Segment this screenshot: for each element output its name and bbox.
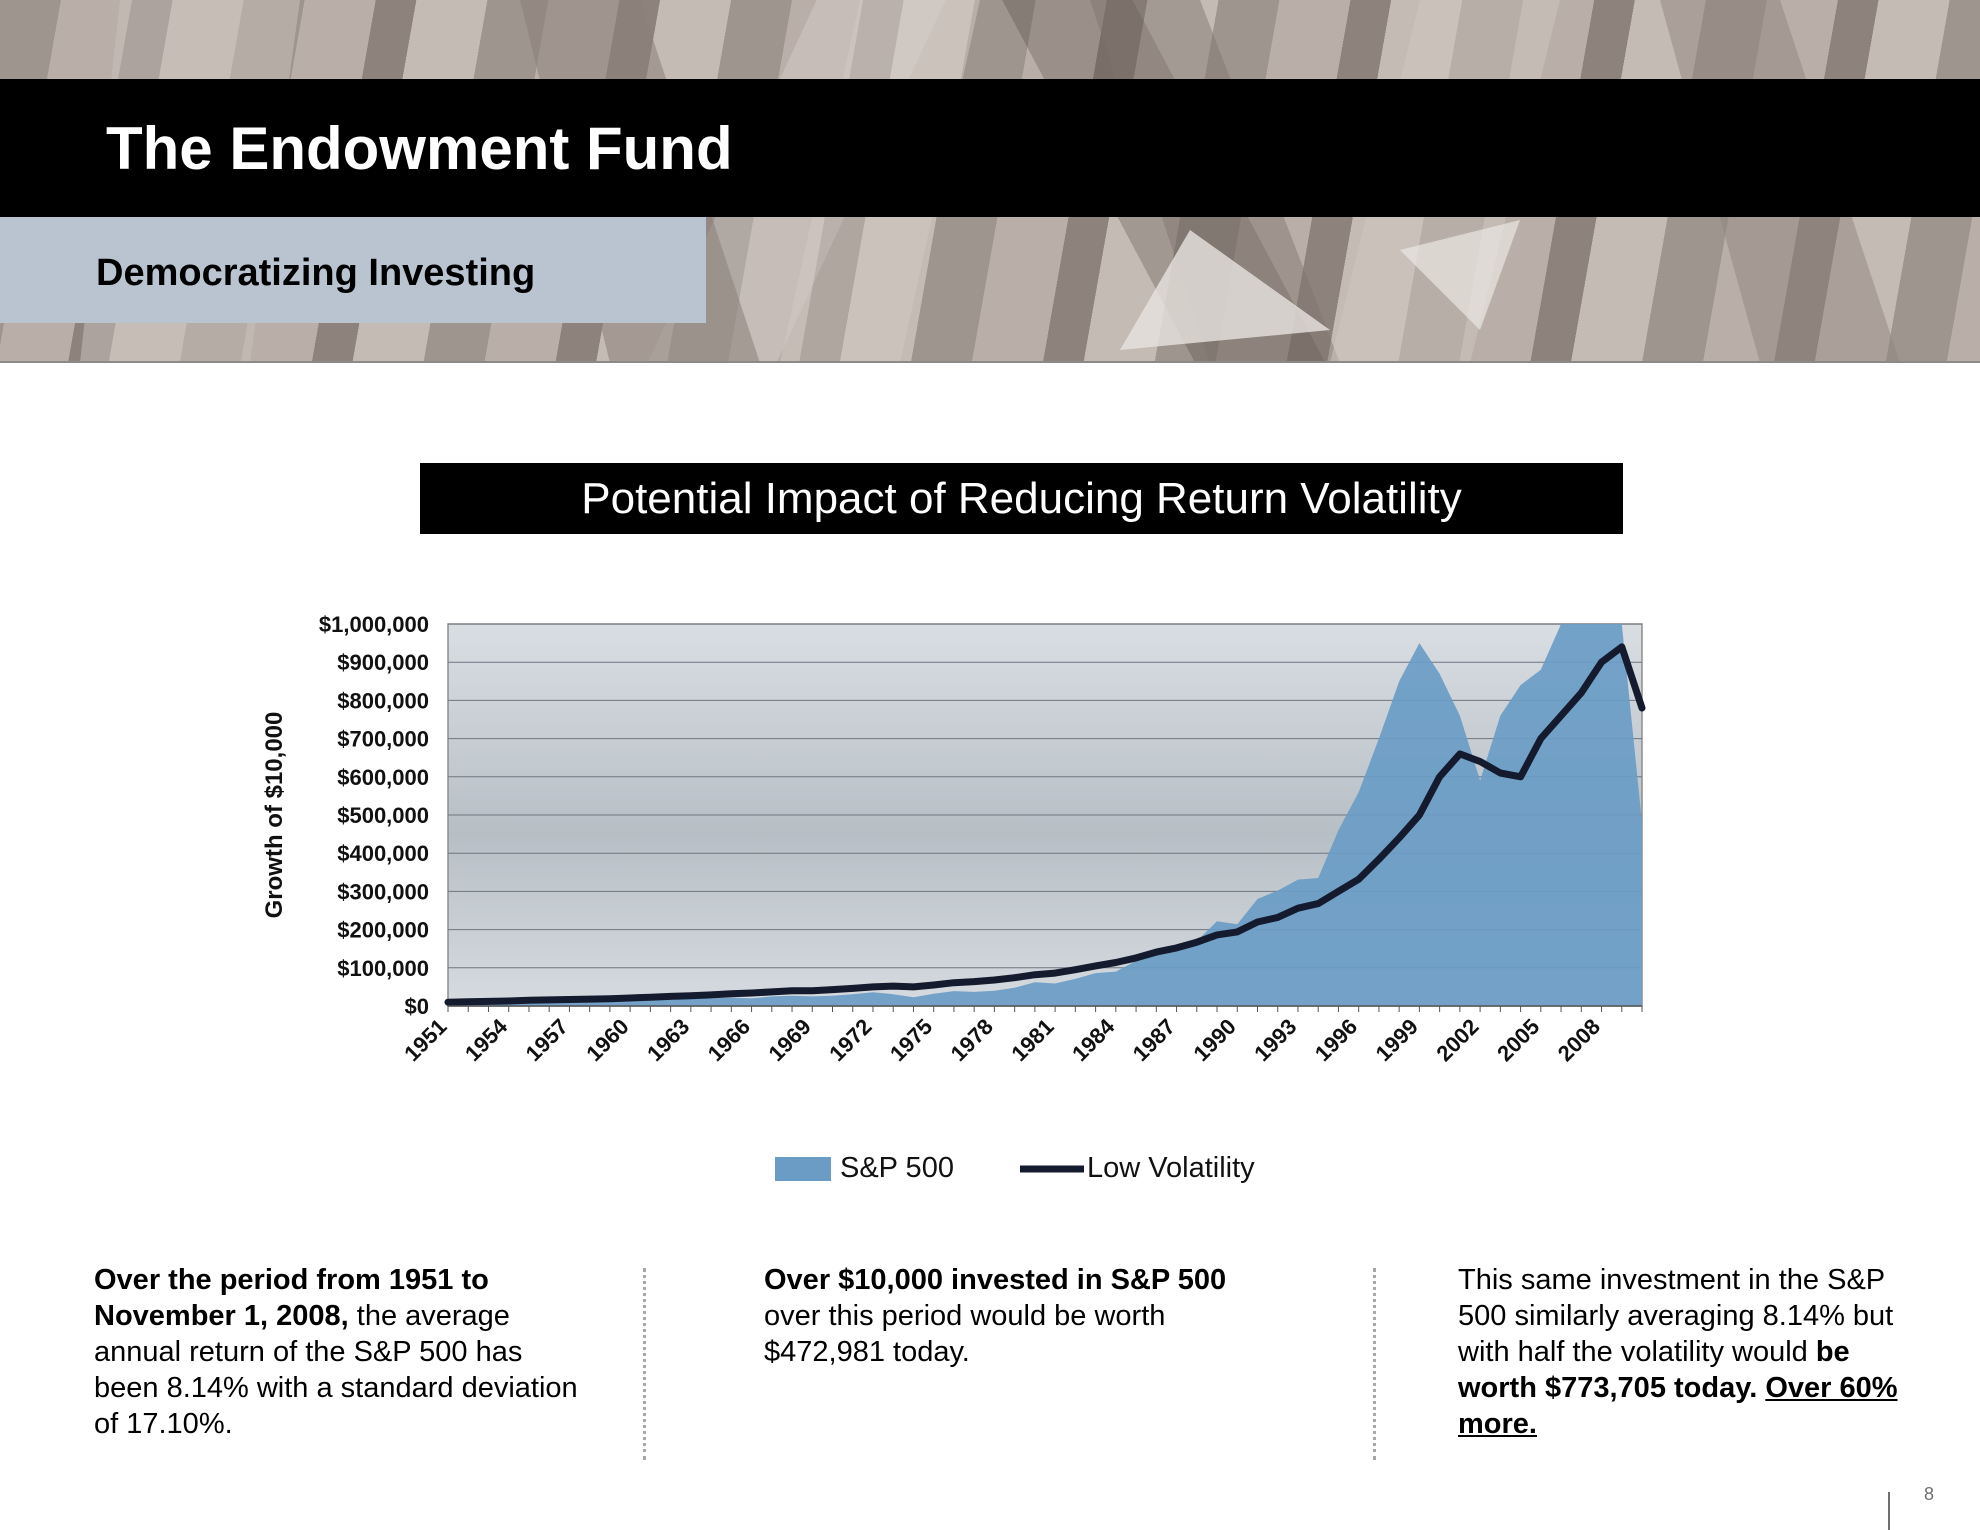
x-tick-label: 1975 <box>885 1014 937 1066</box>
column-divider-1 <box>643 1268 646 1460</box>
y-axis-title: Growth of $10,000 <box>261 712 288 919</box>
page-number: 8 <box>1924 1484 1935 1504</box>
x-tick-label: 2002 <box>1431 1014 1483 1066</box>
low-volatility-line <box>444 643 1646 1006</box>
x-tick-label: 1957 <box>521 1014 573 1066</box>
col1-text: the average annual return of the S&P 500… <box>94 1300 578 1440</box>
col1-bold: Over the period from 1951 to November 1,… <box>94 1264 489 1332</box>
col3-bold: be worth $773,705 today. <box>1458 1336 1850 1404</box>
y-tick-label: $800,000 <box>337 688 429 713</box>
y-tick-label: $1,000,000 <box>319 612 429 637</box>
y-tick-label: $200,000 <box>337 918 429 943</box>
col2-text: over this period would be worth $472,981… <box>764 1300 1166 1368</box>
x-tick-label: 1999 <box>1371 1014 1423 1066</box>
title-band <box>0 79 1980 217</box>
summary-column-1: Over the period from 1951 to November 1,… <box>94 1262 594 1442</box>
y-tick-label: $100,000 <box>337 956 429 981</box>
y-axis-ticks: $0 $100,000 $200,000 $300,000 $400,000 $500,0… <box>319 612 429 1019</box>
x-tick-label: 1972 <box>824 1014 876 1066</box>
low-volatility-line-layer <box>444 643 1646 1006</box>
col3-text: This same investment in the S&P 500 simi… <box>1458 1264 1894 1368</box>
subtitle-band <box>0 217 706 323</box>
x-tick-label: 1954 <box>460 1013 513 1066</box>
x-axis-ticks: 1951 1954 1957 1960 1963 1966 1969 1972 1975 1978… <box>399 1005 1643 1066</box>
y-tick-label: $700,000 <box>337 727 429 752</box>
x-tick-label: 1987 <box>1128 1014 1180 1066</box>
x-tick-label: 1969 <box>764 1014 816 1066</box>
x-tick-label: 1978 <box>946 1014 998 1066</box>
sp500-area <box>448 624 1642 1006</box>
y-tick-label: $0 <box>405 994 429 1019</box>
x-tick-label: 1984 <box>1067 1013 1120 1066</box>
x-tick-label: 1963 <box>642 1014 694 1066</box>
sp500-area-layer <box>448 624 1642 1006</box>
y-tick-label: $900,000 <box>337 650 429 675</box>
x-tick-label: 1993 <box>1249 1014 1301 1066</box>
legend-label-sp500: S&P 500 <box>840 1152 954 1184</box>
x-tick-label: 2005 <box>1492 1014 1544 1066</box>
summary-column-3: This same investment in the S&P 500 simi… <box>1458 1262 1918 1442</box>
x-tick-label: 1990 <box>1188 1014 1240 1066</box>
page-number-rule <box>1888 1492 1890 1530</box>
legend-swatch-sp500 <box>775 1157 831 1181</box>
y-tick-label: $500,000 <box>337 803 429 828</box>
x-tick-label: 1981 <box>1006 1014 1058 1066</box>
col3-underline: Over 60% more. <box>1458 1372 1898 1440</box>
page-title: The Endowment Fund <box>106 115 733 182</box>
y-tick-label: $400,000 <box>337 841 429 866</box>
x-tick-label: 1951 <box>399 1014 451 1066</box>
y-tick-label: $300,000 <box>337 879 429 904</box>
summary-column-2: Over $10,000 invested in S&P 500 over th… <box>764 1262 1284 1370</box>
growth-chart: $0 $100,000 $200,000 $300,000 $400,000 $500,0… <box>261 612 1646 1184</box>
page-subtitle: Democratizing Investing <box>96 252 536 294</box>
y-tick-label: $600,000 <box>337 765 429 790</box>
legend-label-low-volatility: Low Volatility <box>1087 1152 1255 1184</box>
col2-bold: Over $10,000 invested in S&P 500 <box>764 1264 1227 1296</box>
x-tick-label: 1996 <box>1310 1014 1362 1066</box>
x-tick-label: 2008 <box>1553 1014 1605 1066</box>
chart-title: Potential Impact of Reducing Return Vola… <box>420 463 1623 534</box>
column-divider-2 <box>1373 1268 1376 1460</box>
x-tick-label: 1960 <box>581 1014 633 1066</box>
x-tick-label: 1966 <box>703 1014 755 1066</box>
